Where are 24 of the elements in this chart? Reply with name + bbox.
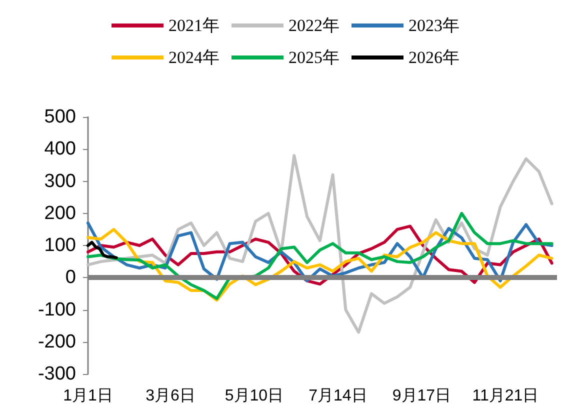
legend-label: 2023年 xyxy=(408,16,460,35)
y-tick-label: 300 xyxy=(44,170,76,192)
x-tick-label: 1月1日 xyxy=(63,388,113,404)
line-series xyxy=(86,154,554,334)
line-series xyxy=(86,212,554,300)
legend-label: 2024年 xyxy=(168,48,220,67)
y-tick-label: -100 xyxy=(38,299,76,320)
x-tick-label: 11月21日 xyxy=(472,388,539,404)
y-tick-label: 400 xyxy=(44,138,76,160)
y-tick-label: -300 xyxy=(38,364,76,384)
y-tick-label: 200 xyxy=(44,202,76,224)
x-tick-label: 9月17日 xyxy=(392,388,452,404)
legend-label: 2022年 xyxy=(288,16,340,35)
legend-label: 2026年 xyxy=(408,48,460,67)
y-tick-label: 100 xyxy=(44,235,76,256)
x-tick-label: 7月14日 xyxy=(308,388,368,404)
y-tick-label: 500 xyxy=(44,106,76,128)
x-tick-label: 3月6日 xyxy=(146,388,196,404)
y-tick-label: 0 xyxy=(65,267,76,288)
line-series xyxy=(86,240,118,260)
x-tick-label: 5月10日 xyxy=(224,388,284,404)
y-tick-label: -200 xyxy=(38,331,76,352)
legend-label: 2021年 xyxy=(168,16,220,35)
legend-label: 2025年 xyxy=(288,48,340,67)
